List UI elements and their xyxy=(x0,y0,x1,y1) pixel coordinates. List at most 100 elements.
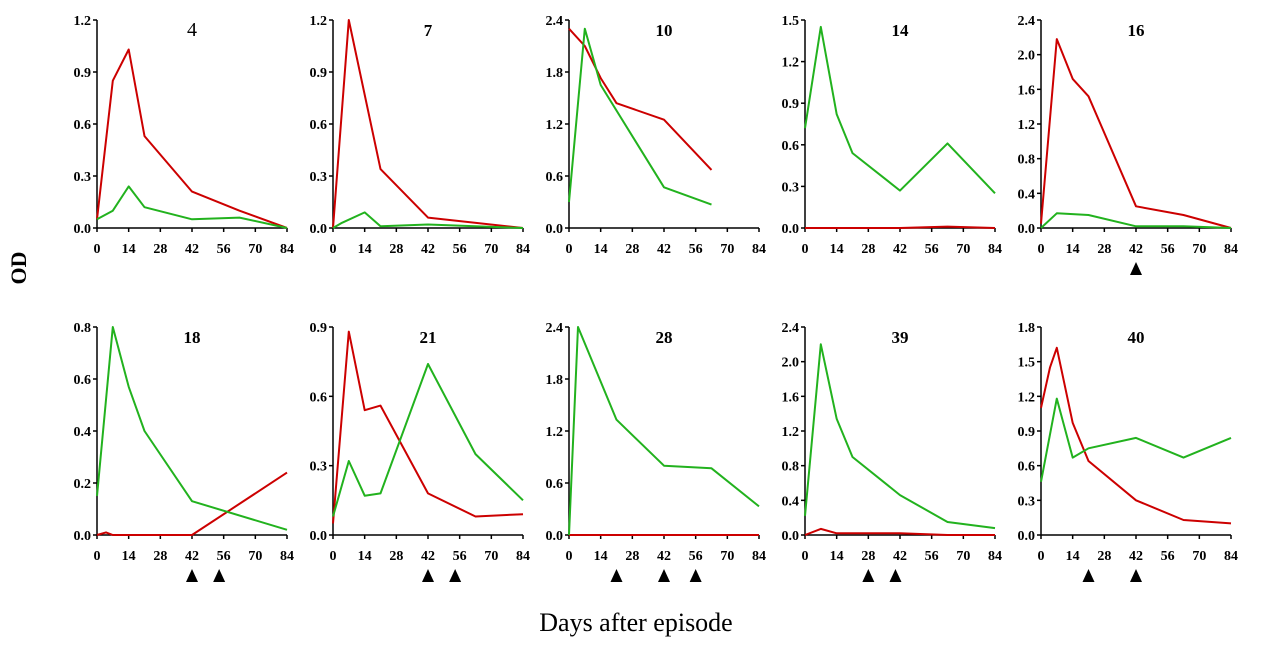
x-tick-label: 0 xyxy=(94,549,101,564)
panel-title: 21 xyxy=(420,328,437,347)
x-tick-label: 70 xyxy=(956,242,970,257)
x-tick-label: 42 xyxy=(657,242,671,257)
series-line-red xyxy=(804,527,995,536)
x-tick-label: 28 xyxy=(389,549,403,564)
y-tick-label: 1.8 xyxy=(1018,321,1036,336)
x-tick-label: 70 xyxy=(1192,549,1206,564)
x-tick-label: 70 xyxy=(484,242,498,257)
series-line-green xyxy=(568,326,760,536)
x-tick-label: 56 xyxy=(925,549,939,564)
panel-40: 0.0 0.3 0.6 0.9 1.2 1.5 1.8 0 14 28 42 56 70 84 40 xyxy=(1018,321,1238,582)
triangle-marker-icon xyxy=(862,569,875,582)
x-tick-label: 14 xyxy=(1066,242,1080,257)
x-tick-label: 0 xyxy=(802,549,809,564)
x-tick-label: 84 xyxy=(752,549,766,564)
x-tick-label: 14 xyxy=(122,242,136,257)
x-tick-label: 28 xyxy=(389,242,403,257)
y-tick-label: 2.4 xyxy=(546,14,564,29)
x-tick-label: 42 xyxy=(185,549,199,564)
panel-title: 14 xyxy=(892,21,910,40)
x-tick-label: 14 xyxy=(830,242,844,257)
y-tick-label: 1.8 xyxy=(546,373,564,388)
triangle-marker-icon xyxy=(889,569,902,582)
y-tick-label: 0.0 xyxy=(782,529,800,544)
x-tick-label: 84 xyxy=(752,242,766,257)
x-tick-label: 14 xyxy=(594,242,608,257)
y-tick-label: 0.3 xyxy=(1018,494,1036,509)
x-tick-label: 70 xyxy=(484,549,498,564)
x-tick-label: 28 xyxy=(861,242,875,257)
panel-title: 18 xyxy=(184,328,201,347)
x-tick-label: 56 xyxy=(217,549,231,564)
x-tick-label: 84 xyxy=(280,242,294,257)
x-tick-label: 0 xyxy=(330,242,337,257)
x-tick-label: 56 xyxy=(217,242,231,257)
y-tick-label: 1.8 xyxy=(546,66,564,81)
y-tick-label: 0.0 xyxy=(782,222,800,237)
x-tick-label: 28 xyxy=(153,242,167,257)
x-tick-label: 56 xyxy=(689,242,703,257)
y-tick-label: 0.4 xyxy=(74,425,92,440)
triangle-marker-icon xyxy=(658,569,670,582)
panel-14: 0.0 0.3 0.6 0.9 1.2 1.5 0 14 28 42 56 70 84 14 xyxy=(782,14,1003,257)
y-tick-label: 1.2 xyxy=(782,56,800,71)
x-tick-label: 42 xyxy=(657,549,671,564)
y-tick-label: 2.4 xyxy=(782,321,800,336)
y-tick-label: 0.0 xyxy=(546,222,564,237)
series-line-green xyxy=(332,211,524,229)
y-tick-label: 1.2 xyxy=(310,14,328,29)
x-tick-label: 0 xyxy=(802,242,809,257)
y-axis-label: OD xyxy=(6,252,31,285)
y-tick-label: 1.2 xyxy=(1018,390,1036,405)
x-tick-label: 0 xyxy=(1038,549,1045,564)
x-tick-label: 84 xyxy=(988,549,1002,564)
y-tick-label: 1.2 xyxy=(74,14,92,29)
triangle-marker-icon xyxy=(1082,569,1095,582)
y-tick-label: 0.3 xyxy=(74,170,92,185)
x-tick-label: 42 xyxy=(1129,242,1143,257)
y-tick-label: 0.6 xyxy=(74,373,92,388)
y-tick-label: 0.8 xyxy=(74,321,92,336)
x-tick-label: 84 xyxy=(516,549,530,564)
y-tick-label: 0.6 xyxy=(546,477,564,492)
x-tick-label: 28 xyxy=(1097,242,1111,257)
x-tick-label: 42 xyxy=(421,549,435,564)
triangle-marker-icon xyxy=(689,569,702,582)
y-tick-label: 0.0 xyxy=(310,222,328,237)
y-tick-label: 0.0 xyxy=(74,529,92,544)
y-tick-label: 0.3 xyxy=(782,180,800,195)
x-tick-label: 14 xyxy=(358,549,372,564)
x-tick-label: 0 xyxy=(1038,242,1045,257)
y-tick-label: 2.4 xyxy=(1018,14,1036,29)
series-line-red xyxy=(96,471,288,536)
panel-7: 0.0 0.3 0.6 0.9 1.2 0 14 28 42 56 70 84 7 xyxy=(310,14,531,257)
x-tick-label: 56 xyxy=(1161,242,1175,257)
y-tick-label: 0.6 xyxy=(310,390,328,405)
y-tick-label: 0.9 xyxy=(74,66,92,81)
x-tick-label: 0 xyxy=(566,549,573,564)
panel-title: 10 xyxy=(656,21,673,40)
series-line-green xyxy=(1040,212,1232,229)
x-tick-label: 42 xyxy=(893,549,907,564)
x-tick-label: 14 xyxy=(122,549,136,564)
triangle-marker-icon xyxy=(1130,262,1142,275)
x-tick-label: 42 xyxy=(1129,549,1143,564)
y-tick-label: 1.2 xyxy=(546,118,564,133)
x-tick-label: 84 xyxy=(1224,242,1238,257)
x-tick-label: 28 xyxy=(625,242,639,257)
y-tick-label: 0.3 xyxy=(310,460,328,475)
triangle-marker-icon xyxy=(449,569,462,582)
y-tick-label: 0.0 xyxy=(1018,529,1036,544)
y-tick-label: 0.8 xyxy=(782,460,800,475)
y-tick-label: 1.2 xyxy=(782,425,800,440)
y-tick-label: 0.6 xyxy=(546,170,564,185)
series-line-green xyxy=(1040,397,1232,482)
series-line-green xyxy=(96,185,288,229)
y-tick-label: 0.6 xyxy=(310,118,328,133)
triangle-marker-icon xyxy=(213,569,226,582)
series-line-red xyxy=(332,19,524,229)
x-tick-label: 14 xyxy=(358,242,372,257)
y-tick-label: 2.0 xyxy=(1018,49,1036,64)
x-axis-label: Days after episode xyxy=(539,608,732,637)
triangle-marker-icon xyxy=(1130,569,1142,582)
